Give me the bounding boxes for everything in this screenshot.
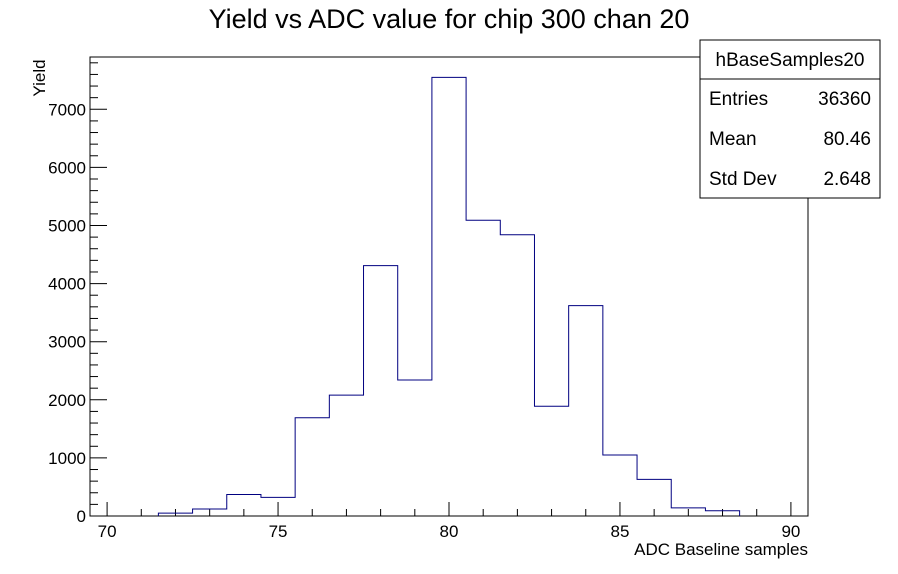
- x-tick-label: 75: [269, 522, 288, 541]
- histogram-bin: [671, 508, 705, 516]
- histogram-bin: [227, 495, 261, 516]
- stats-stddev-label: Std Dev: [709, 169, 777, 190]
- histogram-bin: [603, 455, 637, 516]
- stats-entries-value: 36360: [818, 89, 871, 110]
- histogram-bin: [261, 497, 295, 516]
- y-tick-label: 4000: [48, 275, 86, 294]
- histogram-outline: [157, 76, 741, 516]
- histogram-bin: [534, 406, 568, 516]
- stats-stddev-value: 2.648: [823, 169, 871, 190]
- y-axis-label: Yield: [30, 59, 49, 96]
- x-tick-label: 85: [610, 522, 629, 541]
- stats-box-name: hBaseSamples20: [716, 50, 865, 71]
- histogram-bin: [637, 479, 671, 516]
- chart-title: Yield vs ADC value for chip 300 chan 20: [209, 4, 690, 34]
- stats-entries-label: Entries: [709, 89, 768, 110]
- histogram-bin: [364, 266, 398, 516]
- x-tick-label: 70: [98, 522, 117, 541]
- stats-mean-label: Mean: [709, 129, 757, 150]
- y-tick-label: 5000: [48, 216, 86, 235]
- histogram-bin: [329, 395, 363, 516]
- y-tick-label: 0: [77, 507, 86, 526]
- x-tick-label: 80: [440, 522, 459, 541]
- y-tick-label: 6000: [48, 158, 86, 177]
- y-axis: 0 1000 2000 3000 4000 5000 6000 7000: [48, 62, 107, 526]
- x-axis: 70 75 80 85 90: [98, 502, 800, 541]
- histogram-bin: [432, 77, 466, 516]
- histogram-bin: [193, 509, 227, 516]
- histogram-bin: [705, 511, 739, 516]
- y-tick-label: 7000: [48, 100, 86, 119]
- histogram-bin: [466, 220, 500, 516]
- y-tick-label: 2000: [48, 391, 86, 410]
- histogram-bin: [398, 380, 432, 516]
- plot-frame: [89, 56, 809, 517]
- y-tick-label: 1000: [48, 449, 86, 468]
- histogram-bin: [295, 418, 329, 516]
- x-axis-label: ADC Baseline samples: [634, 540, 808, 559]
- histogram-bin: [500, 235, 534, 516]
- histogram-bin: [569, 306, 603, 516]
- x-tick-label: 90: [781, 522, 800, 541]
- stats-box: hBaseSamples20 Entries 36360 Mean 80.46 …: [699, 39, 881, 199]
- stats-mean-value: 80.46: [823, 129, 871, 150]
- y-tick-label: 3000: [48, 333, 86, 352]
